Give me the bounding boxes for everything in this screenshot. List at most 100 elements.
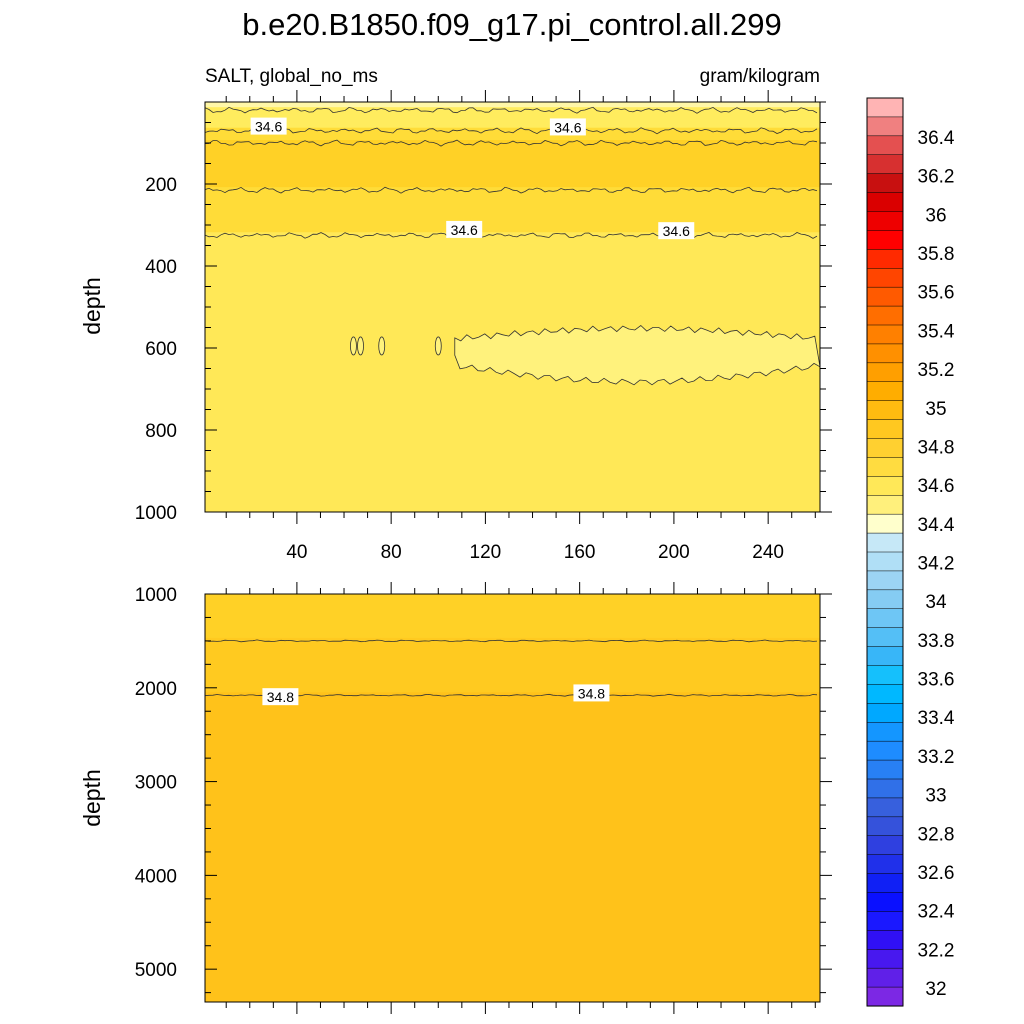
contour-line-upper-2 — [205, 139, 818, 147]
colorbar-label: 35.6 — [918, 283, 955, 304]
y-axis-label-lower: depth — [79, 769, 105, 827]
y-tick-label-upper: 800 — [145, 421, 177, 442]
contour-label-bg-upper-3 — [658, 222, 695, 240]
colorbar-swatch — [866, 740, 904, 761]
x-tick-label: 80 — [381, 542, 402, 563]
colorbar-label: 33.6 — [918, 670, 955, 691]
contour-label-bg-upper-1 — [549, 118, 586, 136]
x-tick-label: 200 — [658, 542, 690, 563]
colorbar-label: 32.8 — [918, 824, 955, 845]
contour-band-upper-3 — [205, 140, 820, 194]
colorbar-swatch — [866, 778, 904, 799]
y-axis-label-upper: depth — [79, 277, 105, 335]
colorbar-swatch — [866, 646, 904, 667]
plot-frame-lower — [204, 593, 821, 1003]
colorbar-swatch — [866, 438, 904, 458]
colorbar-swatch — [866, 835, 904, 856]
small-contour-1 — [357, 336, 364, 356]
colorbar-swatch — [866, 816, 904, 837]
x-tick-label: 120 — [470, 542, 502, 563]
y-tick-label-lower: 1000 — [135, 585, 177, 606]
contour-label-bg-lower-0 — [262, 688, 299, 706]
colorbar-swatch — [866, 381, 904, 402]
colorbar-label: 32 — [925, 979, 946, 1000]
colorbar-swatch — [866, 513, 904, 534]
colorbar-label: 33.2 — [918, 747, 955, 768]
colorbar-swatch — [866, 154, 904, 175]
colorbar-label: 33.8 — [918, 631, 955, 652]
fresh-water-pocket — [454, 324, 820, 386]
x-tick-label: 240 — [752, 542, 784, 563]
colorbar-swatch — [866, 419, 904, 440]
contour-label-lower-0: 34.8 — [267, 689, 294, 705]
lower-panel: 34.8 34.8 1000 2000 3000 4000 5000 — [135, 582, 832, 1014]
colorbar-label: 34.4 — [918, 515, 955, 536]
colorbar-swatch — [866, 797, 904, 818]
colorbar-swatch — [866, 608, 904, 629]
x-tick-labels: 40 80 120 160 200 240 — [286, 542, 784, 563]
y-tick-label-lower: 3000 — [135, 773, 177, 794]
colorbar-label: 36.4 — [918, 128, 955, 149]
colorbar-swatch — [866, 97, 904, 118]
colorbar-swatch — [866, 135, 904, 156]
contour-label-bg-lower-1 — [573, 684, 610, 702]
colorbar-label: 32.4 — [918, 902, 955, 923]
contour-label-upper-2: 34.6 — [451, 222, 478, 238]
colorbar-frame — [866, 97, 904, 1007]
colorbar-swatch — [866, 268, 904, 288]
colorbar-swatch — [866, 703, 904, 723]
colorbar-swatch — [866, 986, 904, 1007]
colorbar-label: 32.6 — [918, 863, 955, 884]
right-subtitle: gram/kilogram — [700, 66, 820, 87]
colorbar-swatch — [866, 532, 904, 553]
colorbar-swatch — [866, 570, 904, 591]
colorbar-label: 36.2 — [918, 167, 955, 188]
y-tick-label-lower: 2000 — [135, 679, 177, 700]
y-tick-label-lower: 4000 — [135, 866, 177, 887]
colorbar-swatch — [866, 722, 904, 742]
colorbar-swatch — [866, 873, 904, 894]
contour-label-bg-upper-0 — [250, 117, 287, 135]
colorbar-label: 32.2 — [918, 940, 955, 961]
colorbar-label: 35 — [925, 399, 946, 420]
colorbar-swatch — [866, 400, 904, 421]
contour-line-lower-1 — [205, 693, 818, 697]
colorbar-swatch — [866, 684, 904, 704]
upper-panel: 34.6 34.6 34.6 34.6 200 400 600 800 1000 — [135, 90, 832, 524]
contour-label-upper-1: 34.6 — [554, 119, 581, 135]
colorbar-swatch — [866, 892, 904, 912]
y-tick-label-upper: 600 — [145, 339, 177, 360]
contour-band-lower-2 — [205, 692, 820, 1002]
contour-line-upper-0 — [205, 106, 818, 114]
y-tick-label-upper: 1000 — [135, 503, 177, 524]
contour-line-upper-4 — [205, 232, 818, 239]
contour-band-upper-4 — [205, 187, 820, 239]
y-tick-label-upper: 400 — [145, 257, 177, 278]
contour-label-lower-1: 34.8 — [578, 685, 605, 701]
colorbar-swatch — [866, 759, 904, 780]
colorbar-swatch — [866, 249, 904, 269]
colorbar-swatch — [866, 192, 904, 213]
colorbar-label: 34 — [925, 592, 947, 613]
colorbar-label: 35.4 — [918, 321, 955, 342]
colorbar-swatch — [866, 230, 904, 250]
colorbar-swatch — [866, 286, 904, 307]
colorbar-swatch — [866, 551, 904, 572]
small-contour-0 — [350, 336, 357, 356]
contour-label-upper-3: 34.6 — [663, 223, 690, 239]
colorbar-swatch — [866, 324, 904, 345]
colorbar-label: 33 — [925, 786, 946, 807]
colorbar-label: 34.6 — [918, 476, 955, 497]
colorbar-swatch — [866, 589, 904, 610]
y-tick-label-upper: 200 — [145, 175, 177, 196]
contour-line-lower-0 — [205, 639, 818, 643]
colorbar-swatch — [866, 305, 904, 326]
contour-label-bg-upper-2 — [446, 220, 483, 238]
contour-label-upper-0: 34.6 — [255, 119, 282, 135]
colorbar-label: 33.4 — [918, 708, 955, 729]
contour-band-lower-0 — [205, 594, 820, 644]
contour-line-upper-3 — [205, 186, 818, 194]
y-tick-label-lower: 5000 — [135, 960, 177, 981]
colorbar-swatch — [866, 457, 904, 477]
colorbar-swatch — [866, 343, 904, 364]
